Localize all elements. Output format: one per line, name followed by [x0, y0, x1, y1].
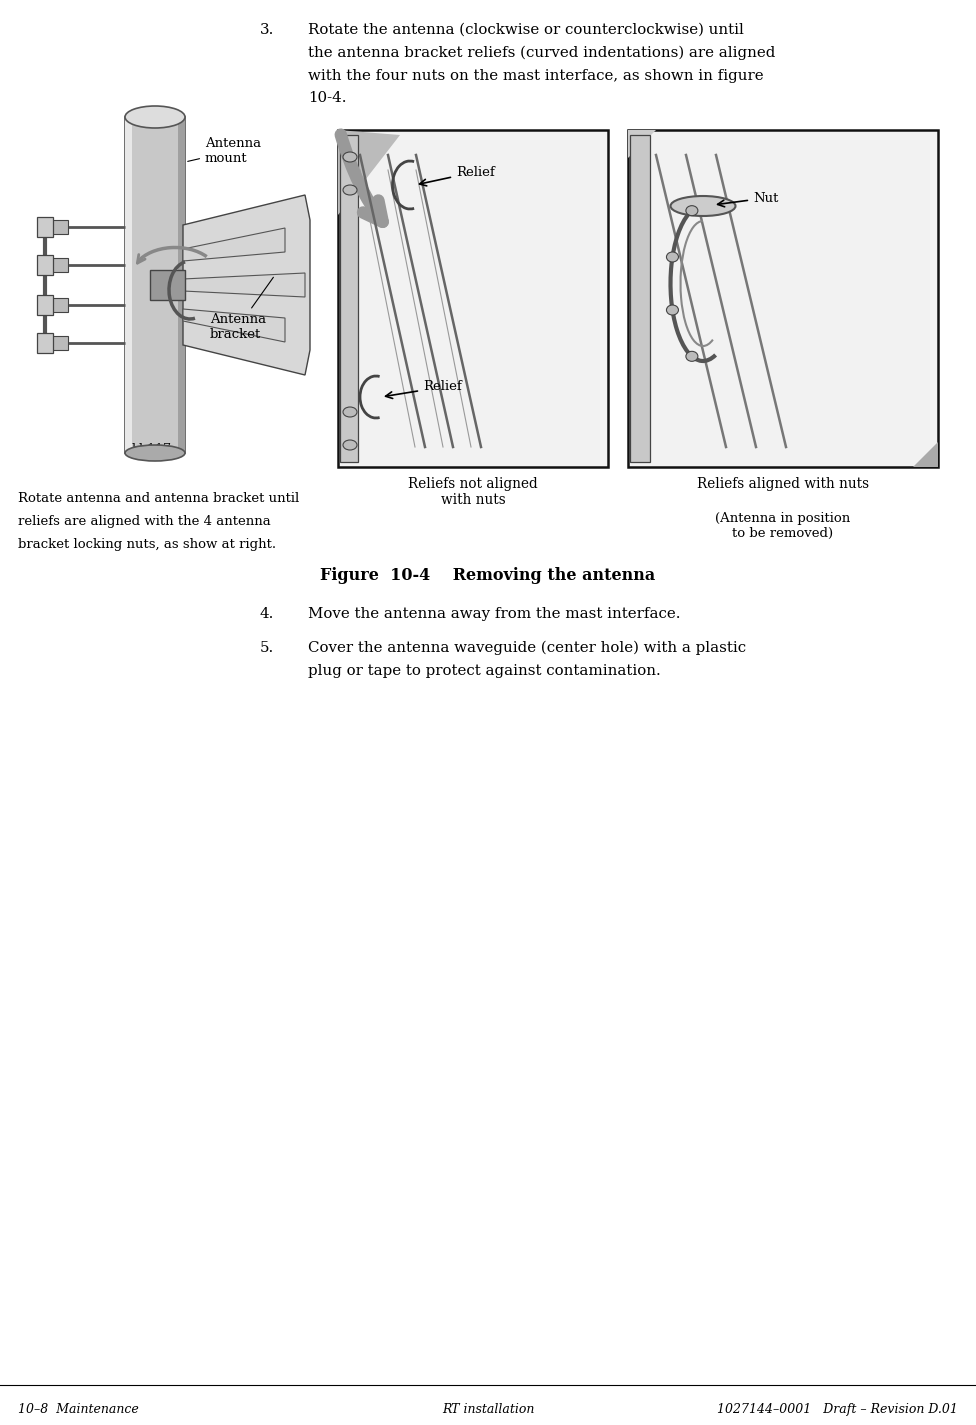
Bar	[52, 258, 68, 272]
Polygon shape	[183, 274, 305, 296]
Polygon shape	[338, 130, 400, 215]
Text: 10-4.: 10-4.	[308, 91, 346, 105]
Polygon shape	[913, 442, 938, 467]
Text: hb117: hb117	[132, 443, 172, 456]
Text: Cover the antenna waveguide (center hole) with a plastic: Cover the antenna waveguide (center hole…	[308, 641, 746, 656]
Ellipse shape	[686, 205, 698, 215]
Text: Figure  10-4    Removing the antenna: Figure 10-4 Removing the antenna	[320, 567, 656, 584]
Bar	[150, 269, 185, 301]
Text: Reliefs not aligned
with nuts: Reliefs not aligned with nuts	[408, 477, 538, 507]
Bar	[125, 117, 185, 453]
Text: Relief: Relief	[420, 165, 495, 185]
Text: 1027144–0001   Draft – Revision D.01: 1027144–0001 Draft – Revision D.01	[717, 1404, 958, 1416]
Text: Antenna
bracket: Antenna bracket	[210, 278, 273, 341]
Bar	[630, 135, 650, 462]
Ellipse shape	[125, 105, 185, 128]
Bar	[628, 130, 938, 467]
Bar	[340, 135, 358, 462]
Ellipse shape	[667, 252, 678, 262]
Bar	[52, 298, 68, 312]
Text: Rotate the antenna (clockwise or counterclockwise) until: Rotate the antenna (clockwise or counter…	[308, 23, 744, 37]
Text: Antenna
mount: Antenna mount	[187, 137, 262, 165]
Text: Relief: Relief	[386, 380, 462, 399]
Text: Move the antenna away from the mast interface.: Move the antenna away from the mast inte…	[308, 607, 680, 621]
Text: the antenna bracket reliefs (curved indentations) are aligned: the antenna bracket reliefs (curved inde…	[308, 46, 775, 60]
Ellipse shape	[667, 305, 678, 315]
Ellipse shape	[343, 152, 357, 162]
Text: 5.: 5.	[260, 641, 274, 656]
Ellipse shape	[343, 408, 357, 418]
Polygon shape	[183, 309, 285, 342]
Polygon shape	[183, 228, 285, 261]
Text: RT installation: RT installation	[442, 1404, 534, 1416]
Bar	[178, 117, 185, 453]
Text: with the four nuts on the mast interface, as shown in figure: with the four nuts on the mast interface…	[308, 68, 763, 83]
Text: plug or tape to protect against contamination.: plug or tape to protect against contamin…	[308, 664, 661, 678]
Text: Nut: Nut	[717, 191, 779, 207]
Ellipse shape	[671, 197, 736, 217]
Polygon shape	[628, 130, 656, 158]
Text: 3.: 3.	[260, 23, 274, 37]
Text: 10–8  Maintenance: 10–8 Maintenance	[18, 1404, 139, 1416]
Ellipse shape	[686, 352, 698, 362]
Bar	[52, 336, 68, 351]
Bar	[37, 333, 53, 353]
Text: reliefs are aligned with the 4 antenna: reliefs are aligned with the 4 antenna	[18, 514, 270, 527]
Polygon shape	[183, 195, 310, 375]
Text: Rotate antenna and antenna bracket until: Rotate antenna and antenna bracket until	[18, 492, 300, 504]
Text: Reliefs aligned with nuts: Reliefs aligned with nuts	[697, 477, 869, 492]
Ellipse shape	[343, 440, 357, 450]
Text: 4.: 4.	[260, 607, 274, 621]
Bar	[338, 130, 608, 467]
Bar	[37, 255, 53, 275]
Ellipse shape	[343, 185, 357, 195]
Bar	[37, 295, 53, 315]
Text: (Antenna in position
to be removed): (Antenna in position to be removed)	[715, 512, 851, 540]
Ellipse shape	[125, 445, 185, 462]
Bar	[52, 219, 68, 234]
Bar	[37, 217, 53, 237]
Text: bracket locking nuts, as show at right.: bracket locking nuts, as show at right.	[18, 537, 276, 550]
Bar	[125, 117, 132, 453]
